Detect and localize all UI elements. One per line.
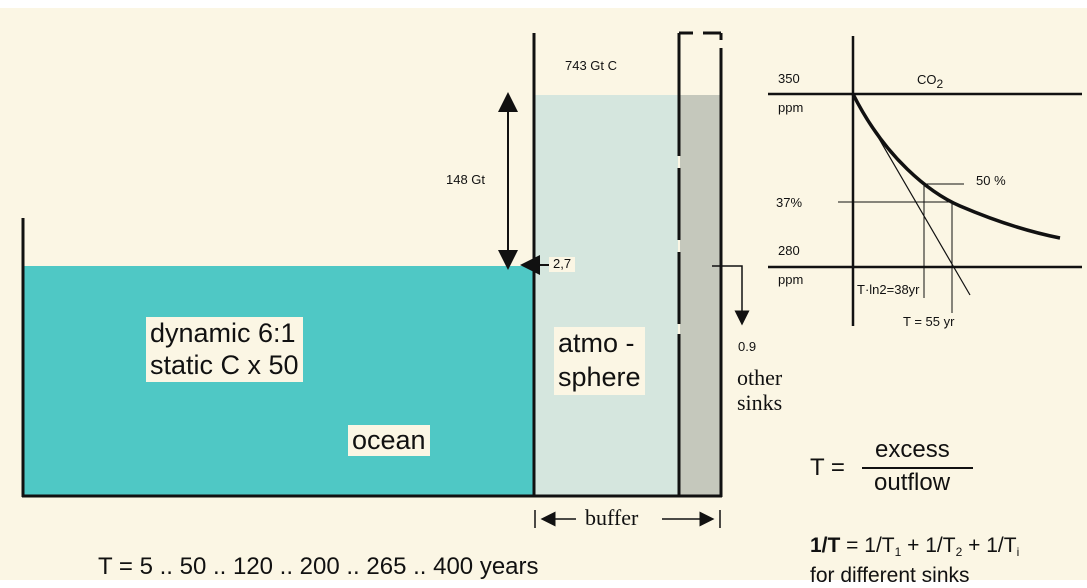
formula-numerator: excess [875,436,950,463]
plot-y-top-value: 350 [778,71,800,86]
plot-t-label: T = 55 yr [903,314,955,329]
atmosphere-line-1: atmo - [558,328,635,358]
formula-sum-sub-2: 2 [955,545,963,559]
plot-t-ln2-label: T·ln2=38yr [857,282,920,297]
other-sinks-line-2: sinks [737,390,783,416]
other-sinks-value: 0.9 [738,339,757,354]
atmosphere-carbon-label: 743 Gt C [565,58,618,73]
formula-lhs: T = [810,454,845,481]
ocean-ratio-line-2: static C x 50 [150,350,299,381]
plot-decay-curve [851,93,1061,240]
diagram-graphics [21,31,1082,528]
other-sinks-label: other sinks [737,365,782,416]
ocean-ratio-line-1: dynamic 6:1 [150,318,296,348]
formula-caption: for different sinks [810,564,970,587]
formula-sum: 1/T = 1/T1 + 1/T2 + 1/Ti [810,534,1019,559]
plot-y-bottom-unit: ppm [778,272,804,287]
buffer-label: buffer [585,505,639,530]
buffer-column-fill [680,95,720,496]
ocean-label: ocean [348,425,430,457]
plot-curve-label: CO2 [917,72,943,91]
formula-sum-sub-3: i [1016,545,1020,559]
plot-y-top-unit: ppm [778,100,804,115]
formula-sum-sub-1: 1 [894,545,902,559]
flux-label: 2,7 [549,256,576,272]
atmosphere-label: atmo - sphere [554,327,645,395]
formula-sum-part-2: + 1/T [901,534,956,557]
excess-carbon-label: 148 Gt [446,172,486,187]
formula-sum-lhs: 1/T [810,534,841,557]
ocean-ratio-box: dynamic 6:1 static C x 50 [146,317,303,382]
atmosphere-line-2: sphere [558,361,641,392]
plot-y-bottom-value: 280 [778,243,800,258]
plot-half-label: 50 % [976,173,1006,188]
co2-text: CO [917,72,937,87]
formula-sum-part-3: + 1/T [962,534,1017,557]
formula-sum-part-1: = 1/T [840,534,895,557]
plot-e-label: 37% [776,195,803,210]
timescales-label: T = 5 .. 50 .. 120 .. 200 .. 265 .. 400 … [98,553,539,580]
other-sinks-line-1: other [737,365,783,390]
co2-subscript: 2 [936,77,944,91]
other-sinks-arrow [712,265,750,326]
atmosphere-fill [535,95,678,496]
formula-denominator: outflow [874,469,951,496]
formula-fraction-bar [862,467,973,469]
